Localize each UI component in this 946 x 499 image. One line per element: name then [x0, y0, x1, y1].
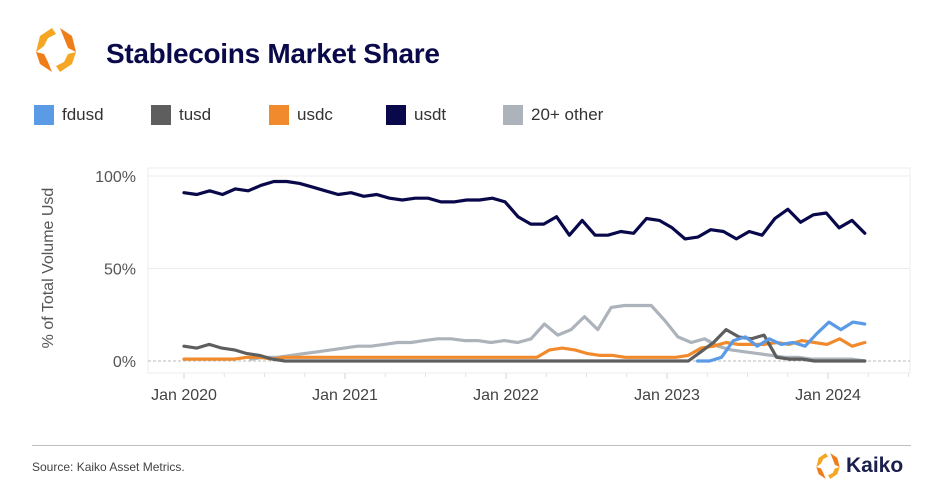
legend-label: tusd	[179, 105, 212, 124]
kaiko-logo-icon	[36, 28, 76, 72]
legend-item-other[interactable]: 20+ other	[503, 105, 603, 125]
legend-swatch-tusd	[151, 105, 171, 125]
series-line-usdc	[182, 337, 867, 361]
y-tick-label: 0%	[113, 354, 136, 371]
legend-swatch-usdc	[269, 105, 289, 125]
legend-swatch-usdt	[386, 105, 406, 125]
line-chart: 0% 50% 100% Jan 2020 Jan 2021 Jan 2022 Jan 20…	[40, 167, 911, 404]
legend-item-fdusd[interactable]: fdusd	[34, 105, 104, 125]
series-line-fdusd	[696, 320, 867, 363]
series-line-20-other	[249, 303, 867, 363]
x-tick-label: Jan 2022	[473, 387, 539, 404]
brand-name: Kaiko	[846, 454, 904, 477]
page-title: Stablecoins Market Share	[106, 38, 440, 69]
kaiko-logo-small-icon	[816, 453, 840, 479]
y-tick-label: 50%	[104, 262, 136, 279]
legend-swatch-fdusd	[34, 105, 54, 125]
brand-logo: Kaiko	[815, 452, 903, 480]
footer-divider	[32, 445, 911, 446]
source-note: Source: Kaiko Asset Metrics.	[32, 460, 185, 474]
y-tick-label: 100%	[95, 169, 136, 186]
legend-item-tusd[interactable]: tusd	[151, 105, 211, 125]
legend-swatch-other	[503, 105, 523, 125]
x-tick-label: Jan 2020	[151, 387, 217, 404]
legend-label: usdc	[297, 105, 333, 124]
plot-frame	[147, 167, 911, 374]
legend-label: fdusd	[62, 105, 104, 124]
series-line-usdt	[182, 179, 867, 241]
x-tick-label: Jan 2023	[634, 387, 700, 404]
legend-label: usdt	[414, 105, 447, 124]
legend-item-usdt[interactable]: usdt	[386, 105, 446, 125]
series-line-tusd	[182, 328, 867, 363]
legend-label: 20+ other	[531, 105, 604, 124]
y-axis-label: % of Total Volume Usd	[40, 188, 57, 349]
x-tick-label: Jan 2024	[795, 387, 861, 404]
legend-item-usdc[interactable]: usdc	[269, 105, 333, 125]
x-tick-label: Jan 2021	[312, 387, 378, 404]
